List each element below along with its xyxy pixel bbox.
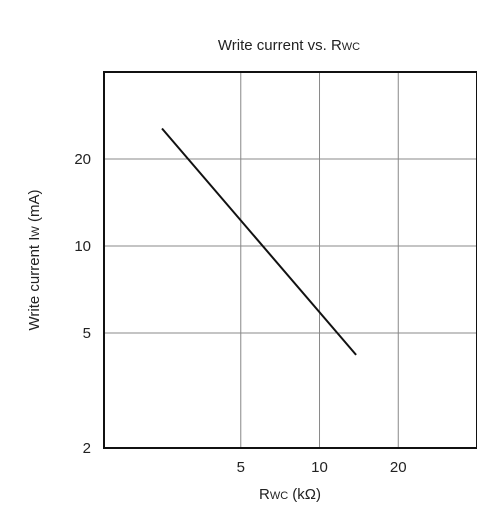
label-subscript: WC (342, 41, 360, 53)
label-suffix: (mA) (26, 190, 43, 227)
x-tick-label: 10 (311, 459, 328, 476)
x-tick-label: 5 (237, 459, 245, 476)
y-tick-label: 5 (83, 325, 91, 342)
label-subscript: WC (270, 490, 288, 502)
label-main-text: Write current vs. R (218, 37, 342, 54)
label-suffix: (kΩ) (288, 486, 321, 503)
x-axis-label: RWC (kΩ) (259, 486, 321, 503)
label-main-text: Write current I (26, 237, 43, 331)
vertical-gridlines (240, 72, 399, 448)
horizontal-gridlines (104, 158, 477, 334)
label-main-text: R (259, 486, 270, 503)
y-tick-label: 20 (74, 151, 91, 168)
x-tick-label: 20 (390, 459, 407, 476)
y-axis-label: Write current IW (mA) (26, 190, 43, 331)
series-layer (161, 127, 357, 356)
series-line (161, 127, 357, 356)
label-subscript: W (30, 226, 42, 237)
plot-frame (103, 71, 477, 449)
y-tick-label: 2 (83, 440, 91, 457)
chart-title: Write current vs. RWC (218, 37, 360, 54)
y-tick-label: 10 (74, 238, 91, 255)
x-tick-labels: 5 10 20 (237, 459, 407, 476)
y-tick-labels: 2 5 10 20 (74, 151, 91, 457)
